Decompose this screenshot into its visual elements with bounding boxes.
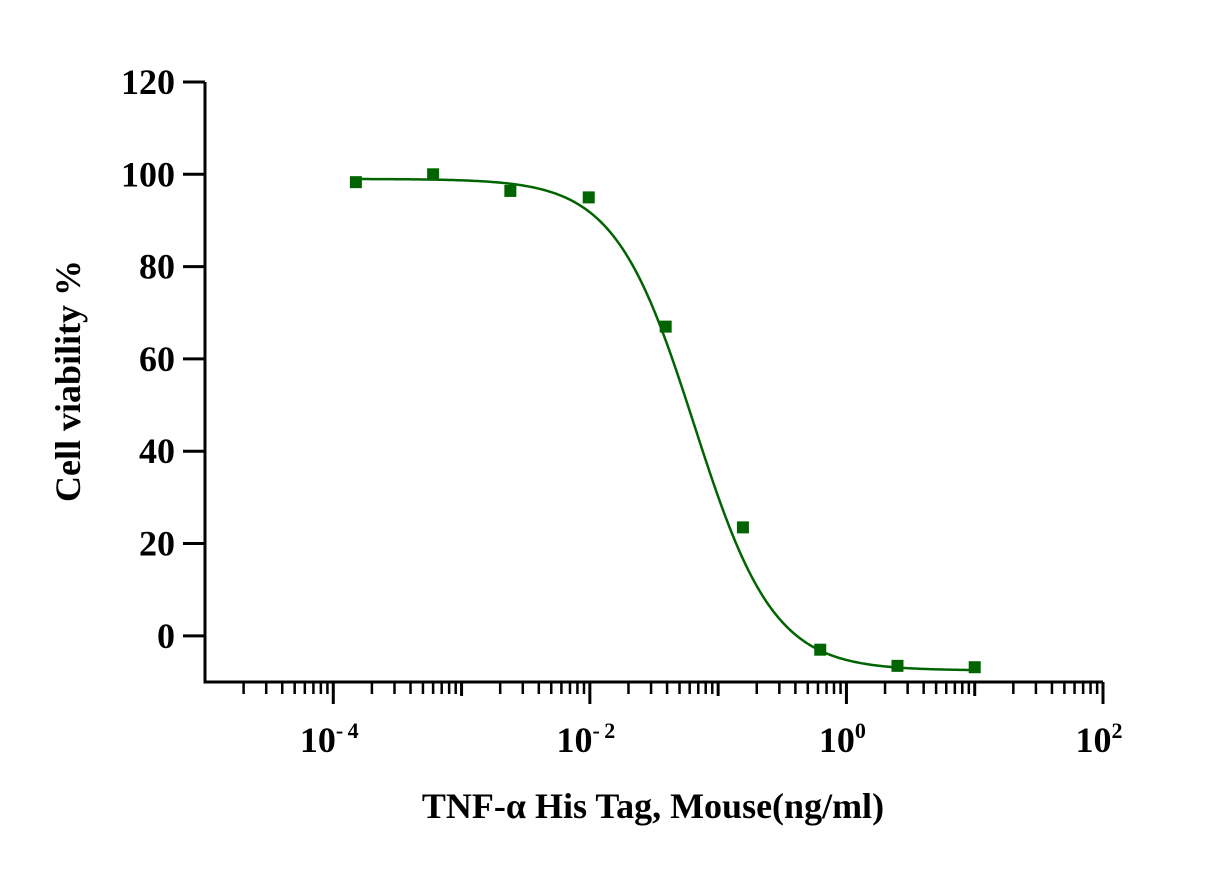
y-tick-label: 0 (157, 616, 175, 656)
fit-curve (355, 177, 975, 672)
data-point (736, 521, 749, 534)
data-point (659, 320, 672, 333)
x-axis-title: TNF-α His Tag, Mouse(ng/ml) (422, 786, 884, 826)
y-tick-label: 100 (121, 154, 175, 194)
data-point (582, 191, 595, 204)
data-point (349, 176, 362, 189)
x-tick-label: 102 (1076, 718, 1123, 760)
data-point (814, 643, 827, 656)
data-point (968, 661, 981, 674)
data-point (504, 184, 517, 197)
axis-ticks: 0 20 40 60 80 100 120 10- 4 10- 2 100 102 (121, 62, 1123, 760)
y-tick-label: 120 (121, 62, 175, 102)
x-tick-label: 10- 4 (300, 718, 359, 760)
data-point (427, 168, 440, 181)
y-tick-label: 60 (139, 339, 175, 379)
data-point (891, 659, 904, 672)
x-tick-label: 10- 2 (556, 718, 615, 760)
x-tick-label: 100 (819, 718, 866, 760)
y-axis-title: Cell viability % (48, 260, 88, 502)
y-tick-label: 20 (139, 524, 175, 564)
y-tick-label: 80 (139, 247, 175, 287)
data-points-layer (349, 168, 981, 674)
y-tick-label: 40 (139, 431, 175, 471)
axes (203, 82, 1103, 684)
fit-curve-layer (355, 177, 975, 672)
